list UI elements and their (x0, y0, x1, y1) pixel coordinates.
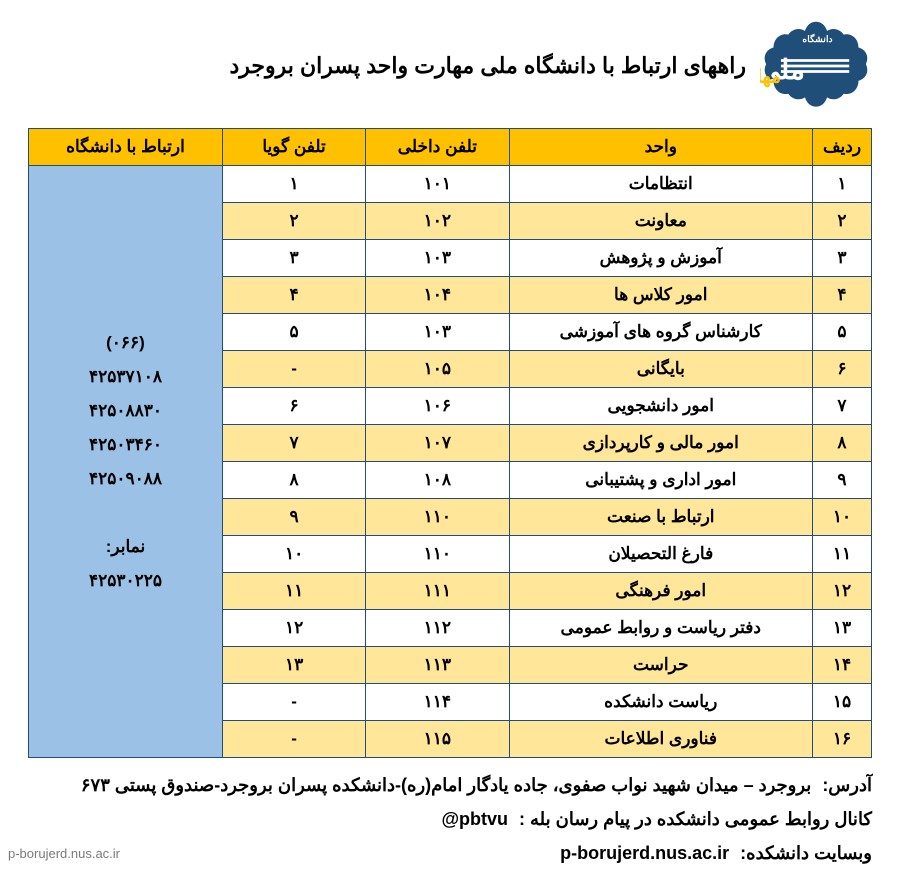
cell-unit: امور مالی و کارپردازی (509, 425, 812, 462)
cell-ext: ۱۱۰ (366, 499, 509, 536)
col-header-contact: ارتباط با دانشگاه (29, 129, 223, 166)
contact-line: نمابر: (35, 530, 216, 564)
contact-line: ۴۲۵۳۷۱۰۸ (35, 360, 216, 394)
cell-ivr: ۷ (222, 425, 365, 462)
contact-merged-cell: (۰۶۶)۴۲۵۳۷۱۰۸۴۲۵۰۸۸۳۰۴۲۵۰۳۴۶۰۴۲۵۰۹۰۸۸ نم… (29, 166, 223, 758)
cell-ivr: ۳ (222, 240, 365, 277)
cell-ext: ۱۰۱ (366, 166, 509, 203)
cell-idx: ۷ (813, 388, 872, 425)
cell-ext: ۱۰۶ (366, 388, 509, 425)
cell-idx: ۶ (813, 351, 872, 388)
cell-idx: ۴ (813, 277, 872, 314)
channel-value: @pbtvu (441, 809, 508, 829)
table-row: ۱انتظامات۱۰۱۱(۰۶۶)۴۲۵۳۷۱۰۸۴۲۵۰۸۸۳۰۴۲۵۰۳۴… (29, 166, 872, 203)
cell-ext: ۱۰۵ (366, 351, 509, 388)
cell-ext: ۱۱۱ (366, 573, 509, 610)
cell-ivr: - (222, 721, 365, 758)
col-header-idx: ردیف (813, 129, 872, 166)
cell-ivr: ۱۳ (222, 647, 365, 684)
cell-unit: حراست (509, 647, 812, 684)
cell-ivr: ۸ (222, 462, 365, 499)
cell-ivr: ۴ (222, 277, 365, 314)
contact-table: ردیف واحد تلفن داخلی تلفن گویا ارتباط با… (28, 128, 872, 758)
contact-line (35, 496, 216, 530)
svg-text:مهارت: مهارت (760, 67, 781, 88)
cell-ivr: ۵ (222, 314, 365, 351)
col-header-unit: واحد (509, 129, 812, 166)
cell-unit: امور دانشجویی (509, 388, 812, 425)
cell-unit: آموزش و پژوهش (509, 240, 812, 277)
cell-unit: ارتباط با صنعت (509, 499, 812, 536)
cell-ext: ۱۱۵ (366, 721, 509, 758)
page-title: راههای ارتباط با دانشگاه ملی مهارت واحد … (229, 53, 746, 79)
cell-idx: ۹ (813, 462, 872, 499)
cell-ivr: ۱۱ (222, 573, 365, 610)
cell-ext: ۱۰۲ (366, 203, 509, 240)
cell-unit: امور کلاس ها (509, 277, 812, 314)
col-header-ivr: تلفن گویا (222, 129, 365, 166)
contact-line: ۴۲۵۰۳۴۶۰ (35, 428, 216, 462)
cell-ext: ۱۰۳ (366, 314, 509, 351)
cell-idx: ۱۲ (813, 573, 872, 610)
cell-idx: ۳ (813, 240, 872, 277)
cell-idx: ۱۱ (813, 536, 872, 573)
cell-ivr: - (222, 684, 365, 721)
cell-ext: ۱۰۷ (366, 425, 509, 462)
cell-ivr: ۲ (222, 203, 365, 240)
cell-idx: ۲ (813, 203, 872, 240)
cell-unit: امور اداری و پشتیبانی (509, 462, 812, 499)
cell-idx: ۱ (813, 166, 872, 203)
document-header: دانشگاه ملی مهارت راههای ارتباط با دانشگ… (28, 18, 872, 114)
document-footer: آدرس: بروجرد – میدان شهید نواب صفوی، جاد… (28, 768, 872, 871)
cell-ivr: - (222, 351, 365, 388)
website-value: p-borujerd.nus.ac.ir (560, 843, 729, 863)
website-line: وبسایت دانشکده: p-borujerd.nus.ac.ir (28, 836, 872, 870)
university-logo: دانشگاه ملی مهارت (760, 18, 872, 114)
cell-idx: ۵ (813, 314, 872, 351)
cell-unit: فناوری اطلاعات (509, 721, 812, 758)
contact-line: ۴۲۵۳۰۲۲۵ (35, 564, 216, 598)
cell-ext: ۱۱۰ (366, 536, 509, 573)
contact-line: ۴۲۵۰۹۰۸۸ (35, 462, 216, 496)
cell-ext: ۱۱۴ (366, 684, 509, 721)
address-value: بروجرد – میدان شهید نواب صفوی، جاده یادگ… (81, 775, 811, 795)
cell-idx: ۱۶ (813, 721, 872, 758)
svg-text:دانشگاه: دانشگاه (802, 33, 832, 44)
cell-ext: ۱۰۴ (366, 277, 509, 314)
col-header-ext: تلفن داخلی (366, 129, 509, 166)
cell-ivr: ۹ (222, 499, 365, 536)
address-line: آدرس: بروجرد – میدان شهید نواب صفوی، جاد… (28, 768, 872, 802)
watermark: p-borujerd.nus.ac.ir (8, 846, 120, 861)
table-header-row: ردیف واحد تلفن داخلی تلفن گویا ارتباط با… (29, 129, 872, 166)
cell-idx: ۱۴ (813, 647, 872, 684)
cell-ext: ۱۱۳ (366, 647, 509, 684)
cell-unit: امور فرهنگی (509, 573, 812, 610)
website-label: وبسایت دانشکده: (740, 843, 872, 863)
cell-ivr: ۱۰ (222, 536, 365, 573)
contact-line: (۰۶۶) (35, 326, 216, 360)
cell-ext: ۱۰۸ (366, 462, 509, 499)
cell-idx: ۸ (813, 425, 872, 462)
cell-unit: معاونت (509, 203, 812, 240)
cell-unit: کارشناس گروه های آموزشی (509, 314, 812, 351)
channel-line: کانال روابط عمومی دانشکده در پیام رسان ب… (28, 802, 872, 836)
cell-unit: دفتر ریاست و روابط عمومی (509, 610, 812, 647)
cell-idx: ۱۰ (813, 499, 872, 536)
address-label: آدرس: (822, 775, 872, 795)
cell-unit: انتظامات (509, 166, 812, 203)
cell-ext: ۱۰۳ (366, 240, 509, 277)
channel-label: کانال روابط عمومی دانشکده در پیام رسان ب… (519, 809, 872, 829)
cell-ext: ۱۱۲ (366, 610, 509, 647)
cell-idx: ۱۳ (813, 610, 872, 647)
cell-unit: بایگانی (509, 351, 812, 388)
cell-unit: فارغ التحصیلان (509, 536, 812, 573)
cell-ivr: ۱۲ (222, 610, 365, 647)
contact-line: ۴۲۵۰۸۸۳۰ (35, 394, 216, 428)
cell-unit: ریاست دانشکده (509, 684, 812, 721)
cell-ivr: ۱ (222, 166, 365, 203)
cell-idx: ۱۵ (813, 684, 872, 721)
cell-ivr: ۶ (222, 388, 365, 425)
